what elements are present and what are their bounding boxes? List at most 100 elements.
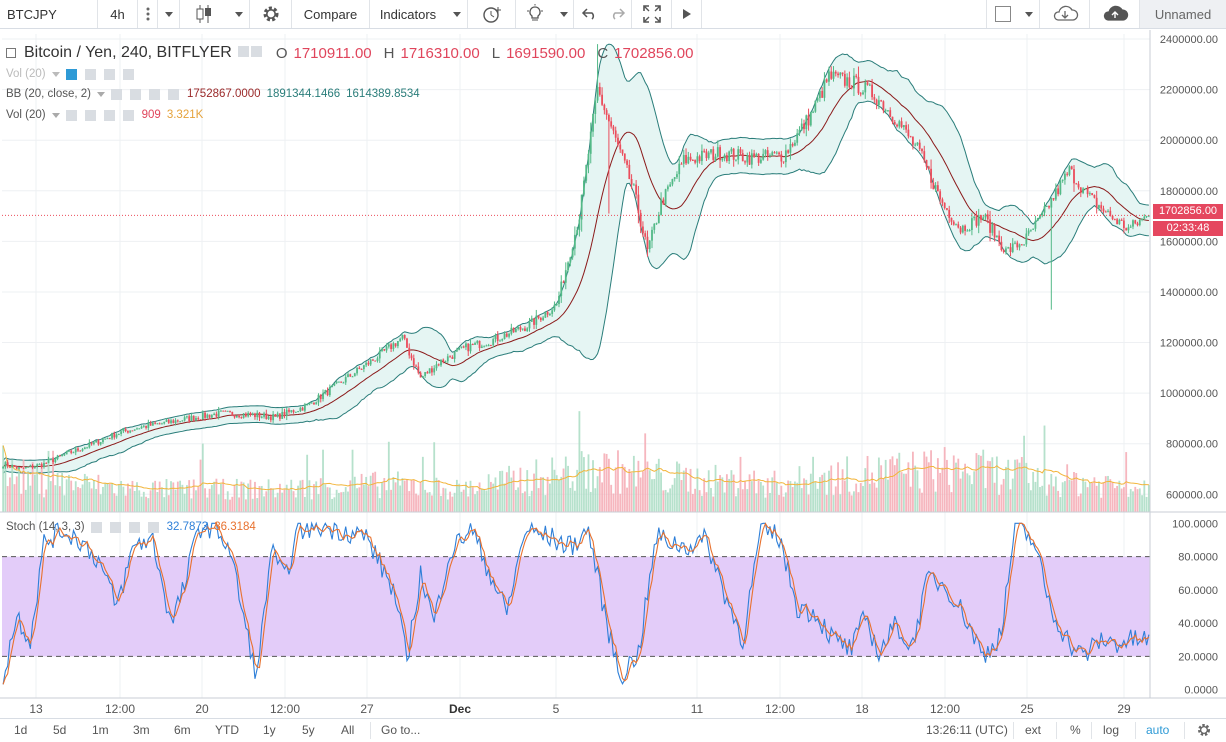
candle-body	[698, 156, 701, 162]
candle-body	[884, 110, 887, 112]
vol-settings-icon[interactable]	[84, 109, 96, 121]
range-ytd[interactable]: YTD	[215, 723, 239, 737]
vol-add-icon[interactable]	[103, 109, 115, 121]
volume-bar	[558, 480, 560, 512]
chart-style-button[interactable]	[180, 0, 228, 28]
utc-clock[interactable]: 13:26:11 (UTC)	[926, 723, 1008, 737]
time-axis-label: 11	[691, 702, 704, 716]
high-value: 1716310.00	[400, 44, 480, 62]
goto-button[interactable]: Go to...	[381, 723, 421, 737]
interval-dropdown-icon[interactable]	[158, 0, 180, 28]
fullscreen-icon[interactable]	[632, 0, 672, 28]
settings-gear-icon-bottom[interactable]	[1196, 722, 1212, 741]
candle-body	[13, 465, 16, 467]
range-1m[interactable]: 1m	[92, 723, 109, 737]
add-icon[interactable]	[103, 68, 115, 80]
undo-icon[interactable]	[574, 0, 604, 28]
vol-visibility-icon[interactable]	[65, 109, 77, 121]
range-3m[interactable]: 3m	[133, 723, 150, 737]
candle-body	[587, 153, 590, 165]
candle-body	[648, 240, 651, 250]
volume-bar	[90, 488, 93, 512]
symbol-search[interactable]: BTCJPY	[0, 0, 98, 28]
volume-bar	[113, 493, 116, 512]
alert-clock-icon[interactable]	[468, 0, 516, 28]
settings-gear-icon[interactable]	[250, 0, 292, 28]
volume-bar	[594, 488, 597, 512]
candle-body	[646, 236, 649, 250]
candle-body	[866, 82, 869, 85]
candle-body	[995, 235, 998, 238]
candle-body	[757, 153, 760, 163]
range-5d[interactable]: 5d	[53, 723, 67, 737]
bulb-icon[interactable]	[516, 0, 554, 28]
volume-bar	[115, 495, 118, 512]
volume-bar	[912, 451, 914, 512]
settings-icon[interactable]	[84, 68, 96, 80]
indicators-button[interactable]: Indicators	[370, 0, 446, 28]
volume-bar	[210, 485, 213, 512]
volume-bar	[142, 491, 145, 512]
volume-bar	[746, 489, 749, 512]
close-icon[interactable]	[122, 68, 134, 80]
range-6m[interactable]: 6m	[174, 723, 191, 737]
volume-bar	[796, 482, 799, 512]
bb-add-icon[interactable]	[149, 88, 161, 100]
visibility-icon[interactable]	[65, 68, 77, 80]
stoch-add-icon[interactable]	[128, 521, 140, 533]
candle-body	[580, 194, 583, 220]
bb-visibility-icon[interactable]	[111, 88, 123, 100]
candle-body	[65, 451, 68, 455]
candle-body	[619, 144, 622, 150]
range-5y[interactable]: 5y	[302, 723, 315, 737]
volume-bar	[685, 467, 687, 512]
candle-body	[1034, 220, 1037, 229]
volume-bar	[1048, 484, 1050, 512]
replay-play-icon[interactable]	[672, 0, 702, 28]
candle-body	[794, 142, 796, 146]
chart-canvas[interactable]: 2400000.00 2200000.00 2000000.00 1800000.00…	[0, 30, 1226, 718]
redo-icon[interactable]	[604, 0, 632, 28]
layout-name-button[interactable]: Unnamed	[1140, 0, 1226, 28]
more-intervals-icon[interactable]	[138, 0, 158, 28]
candle-body	[893, 122, 896, 125]
range-1y[interactable]: 1y	[263, 723, 276, 737]
chart-style-dropdown-icon[interactable]	[228, 0, 250, 28]
candle-body	[499, 340, 501, 342]
compare-button[interactable]: Compare	[292, 0, 370, 28]
percent-toggle[interactable]: %	[1070, 723, 1081, 737]
collapse-legend-icon[interactable]	[6, 48, 16, 58]
indicators-dropdown-icon[interactable]	[446, 0, 468, 28]
color-swatch[interactable]	[986, 0, 1018, 28]
bb-settings-icon[interactable]	[130, 88, 142, 100]
candle-body	[728, 151, 731, 162]
candle-body	[732, 148, 735, 160]
vol-close-icon[interactable]	[122, 109, 134, 121]
volume-bar	[537, 488, 540, 512]
candle-body	[564, 270, 567, 283]
candle-body	[238, 415, 240, 418]
stoch-close-icon[interactable]	[147, 521, 159, 533]
legend-eye-icon[interactable]	[237, 44, 264, 62]
auto-toggle[interactable]: auto	[1146, 723, 1170, 737]
candle-body	[1048, 205, 1050, 208]
interval-selector[interactable]: 4h	[98, 0, 138, 28]
range-all[interactable]: All	[341, 723, 355, 737]
stoch-settings-icon[interactable]	[109, 521, 121, 533]
stoch-visibility-icon[interactable]	[90, 521, 102, 533]
color-dropdown-icon[interactable]	[1018, 0, 1040, 28]
candle-body	[372, 359, 374, 361]
price-axis-label: 1400000.00	[1160, 287, 1218, 299]
bulb-dropdown-icon[interactable]	[554, 0, 574, 28]
range-1d[interactable]: 1d	[14, 723, 28, 737]
chart-area[interactable]: 2400000.00 2200000.00 2000000.00 1800000.00…	[0, 30, 1226, 718]
cloud-save-icon[interactable]	[1090, 0, 1140, 28]
log-toggle[interactable]: log	[1103, 723, 1120, 737]
volume-bar	[859, 483, 862, 512]
ext-toggle[interactable]: ext	[1025, 723, 1042, 737]
bb-close-icon[interactable]	[168, 88, 180, 100]
cloud-load-icon[interactable]	[1040, 0, 1090, 28]
volume-bar	[583, 457, 585, 512]
volume-bar	[183, 493, 186, 512]
volume-bar	[825, 494, 828, 512]
